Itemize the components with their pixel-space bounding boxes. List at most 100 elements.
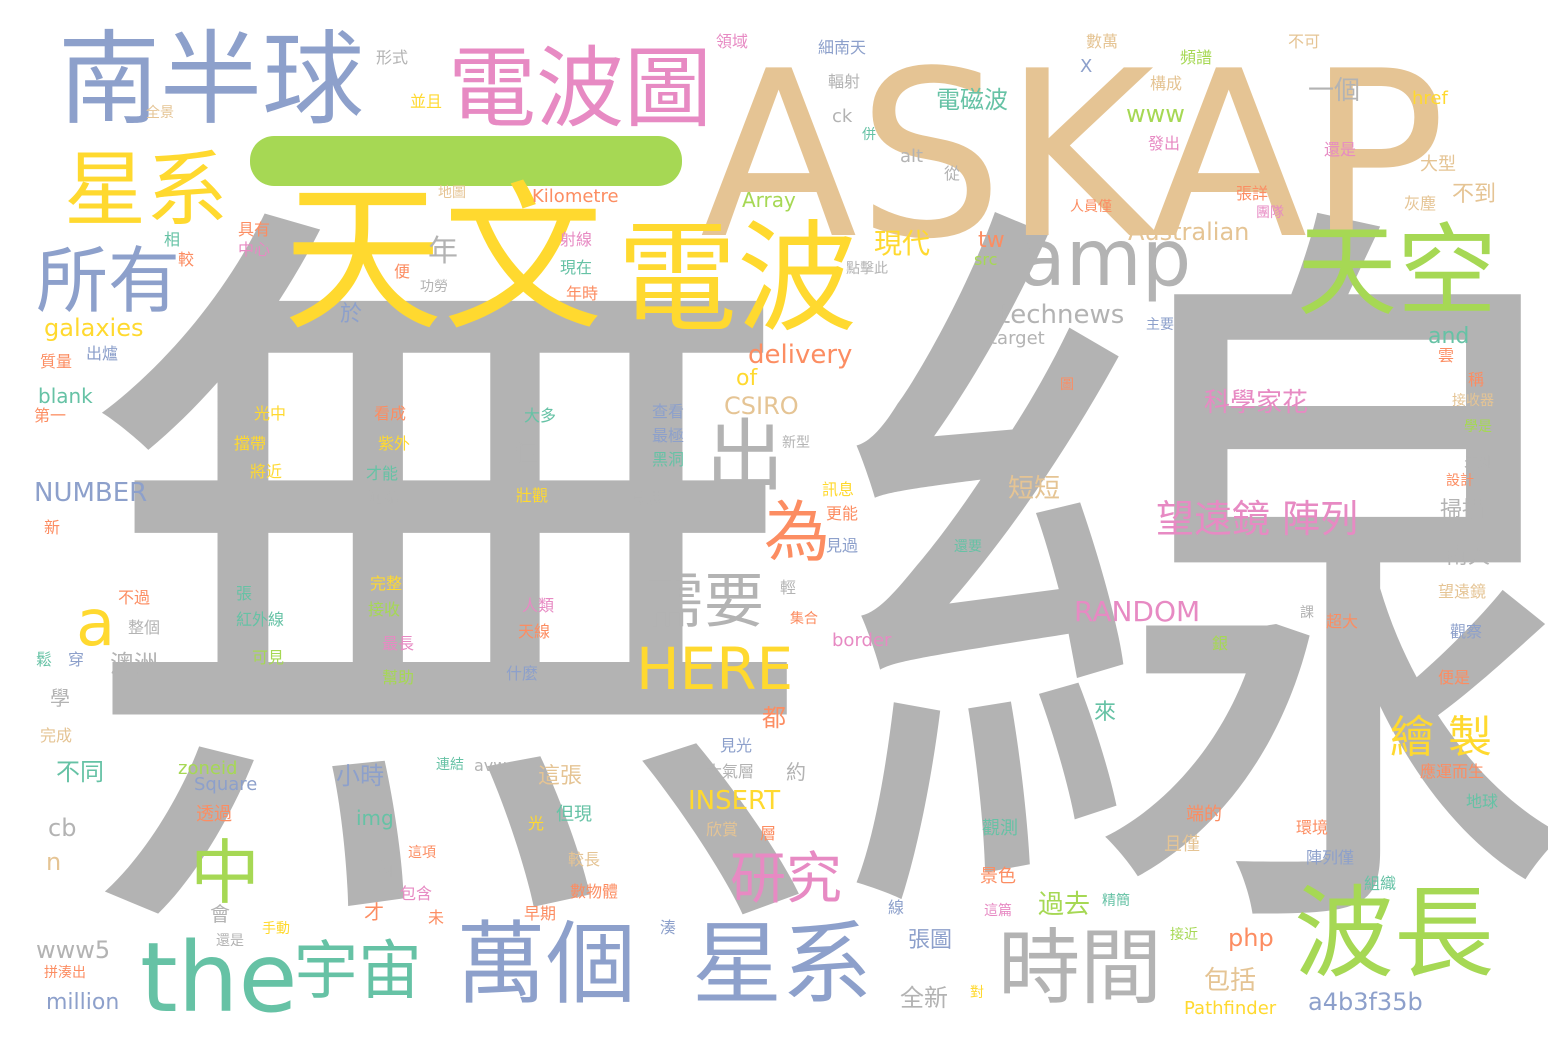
word-yu: 於 [340,302,363,327]
word-yin: 銀 [1212,634,1229,653]
word-shuwan: 數萬 [1086,32,1119,51]
word-chulu: 出爐 [86,344,119,363]
word-cou: 湊 [660,918,677,937]
word-tiankong: 天空 [1297,213,1497,330]
green-highlight-bar [250,136,682,186]
word-chaoda: 超大 [1326,612,1359,631]
word-insert: INSERT [688,786,781,816]
word-zhenliejin: 陣列僅 [1306,848,1355,867]
word-alt: alt [900,146,924,167]
word-weizhi: 未知 [1464,452,1497,471]
word-yue: 約 [786,760,806,784]
word-amp: amp [1018,214,1192,304]
word-butong: 不同 [56,758,104,786]
word-zuzhi: 組織 [1364,874,1397,893]
word-jianguang: 見光 [720,736,753,755]
word-pathfinder: Pathfinder [1184,998,1277,1019]
word-hui: 會 [210,902,230,926]
word-quanxin: 全新 [900,984,948,1012]
word-jingjian: 精簡 [1102,893,1130,909]
word-duande: 端的 [1186,804,1222,825]
word-blank: blank [38,384,93,408]
word-renlei: 人類 [522,596,555,615]
word-guangzhong: 光中 [254,404,287,423]
word-fushe: 輻射 [828,72,861,91]
word-xianzai: 現在 [560,258,593,277]
word-caineng: 才能 [366,464,399,483]
word-tianxian: 天線 [518,622,551,641]
word-budao: 不到 [1452,182,1497,207]
word-ke: 課 [1300,605,1314,621]
word-daduo: 大多 [524,406,557,425]
word-array: Array [742,188,796,212]
word-wei3: 未 [428,908,445,927]
word-zhepian: 這篇 [984,903,1012,919]
word-ck: ck [832,106,853,127]
word-img: img [356,806,394,830]
word-dou: 都 [762,704,786,732]
word-avw: avw [474,756,507,775]
word-daxing: 大型 [1420,154,1456,175]
word-chakan: 查看 [652,402,685,421]
word-n: n [46,848,62,876]
word-sheji: 設計 [1446,473,1474,489]
word-number: NUMBER [34,478,148,508]
word-lai: 來 [1094,700,1117,725]
word-goucheng: 構成 [1150,74,1183,93]
word-www: www [1126,100,1185,128]
word-wangyuanjing-zhenlie: 望遠鏡 陣列 [1156,497,1359,541]
word-song: 鬆 [36,650,53,669]
word-juyou: 具有 [238,220,271,239]
word-and: and [1428,324,1470,349]
word-technews: technews [1000,300,1125,330]
word-hexi: 河系 [368,488,401,507]
word-jiejin: 接近 [1170,927,1198,943]
word-xuyao: 需要 [644,567,764,637]
word-xiandai: 現代 [874,227,931,260]
word-yuzhou: 宇宙 [294,935,422,1009]
word-baohan: 包含 [400,884,433,903]
word-dianjici: 點擊此 [846,261,888,277]
word-zhangxiang: 張詳 [1236,184,1269,203]
word-bian: 便 [394,262,411,281]
word-jieshou: 接收 [368,600,401,619]
word-jianguo: 見過 [826,536,859,555]
word-daqiceng: 大氣層 [706,762,755,781]
word-pinpu: 頻譜 [1180,48,1213,67]
word-hongwaixian: 紅外線 [236,610,285,629]
word-zoneid: zoneid [178,758,238,779]
word-dangdai: 擋帶 [234,434,267,453]
word-wei2: 位 [514,438,538,466]
word-duanduan: 短短 [1008,474,1061,504]
word-guance: 觀測 [982,818,1018,839]
word-xiaoshi: 小時 [336,762,384,790]
word-jingse: 景色 [980,866,1016,887]
word-qiejin: 且僅 [1164,834,1200,855]
word-dui: 對 [970,985,984,1001]
word-shexian: 射線 [560,230,593,249]
word-href: href [1412,88,1448,109]
word-wuxian: 無線 [70,148,1548,1032]
word-ditu: 地圖 [438,185,466,201]
word-bangzhu: 幫助 [382,668,415,687]
word-shoudong: 手動 [262,921,290,937]
word-the: the [140,922,298,1034]
word-diqiu: 地球 [1466,792,1499,811]
word-zhuangguan: 壯觀 [516,486,549,505]
word-zhang: 張 [236,584,253,603]
word-dianciobo: 電磁波 [936,86,1008,114]
word-xinshang: 欣賞 [706,820,739,839]
word-nianshi: 年時 [566,284,599,303]
word-tianwen: 天文 [283,166,604,353]
word-huichen: 灰塵 [1404,194,1437,213]
word-australian: Australian [1128,218,1250,246]
word-qing: 輕 [780,578,797,597]
word-xingxi-blue: 星系 [692,912,872,1017]
word-buke: 不可 [1288,32,1321,51]
word-xiang: 相 [164,230,181,249]
word-tu: 圖 [1060,377,1074,393]
word-nei: 內 [374,858,394,882]
word-bingqie: 並且 [410,92,443,111]
word-yanjiu: 研究 [730,847,842,912]
